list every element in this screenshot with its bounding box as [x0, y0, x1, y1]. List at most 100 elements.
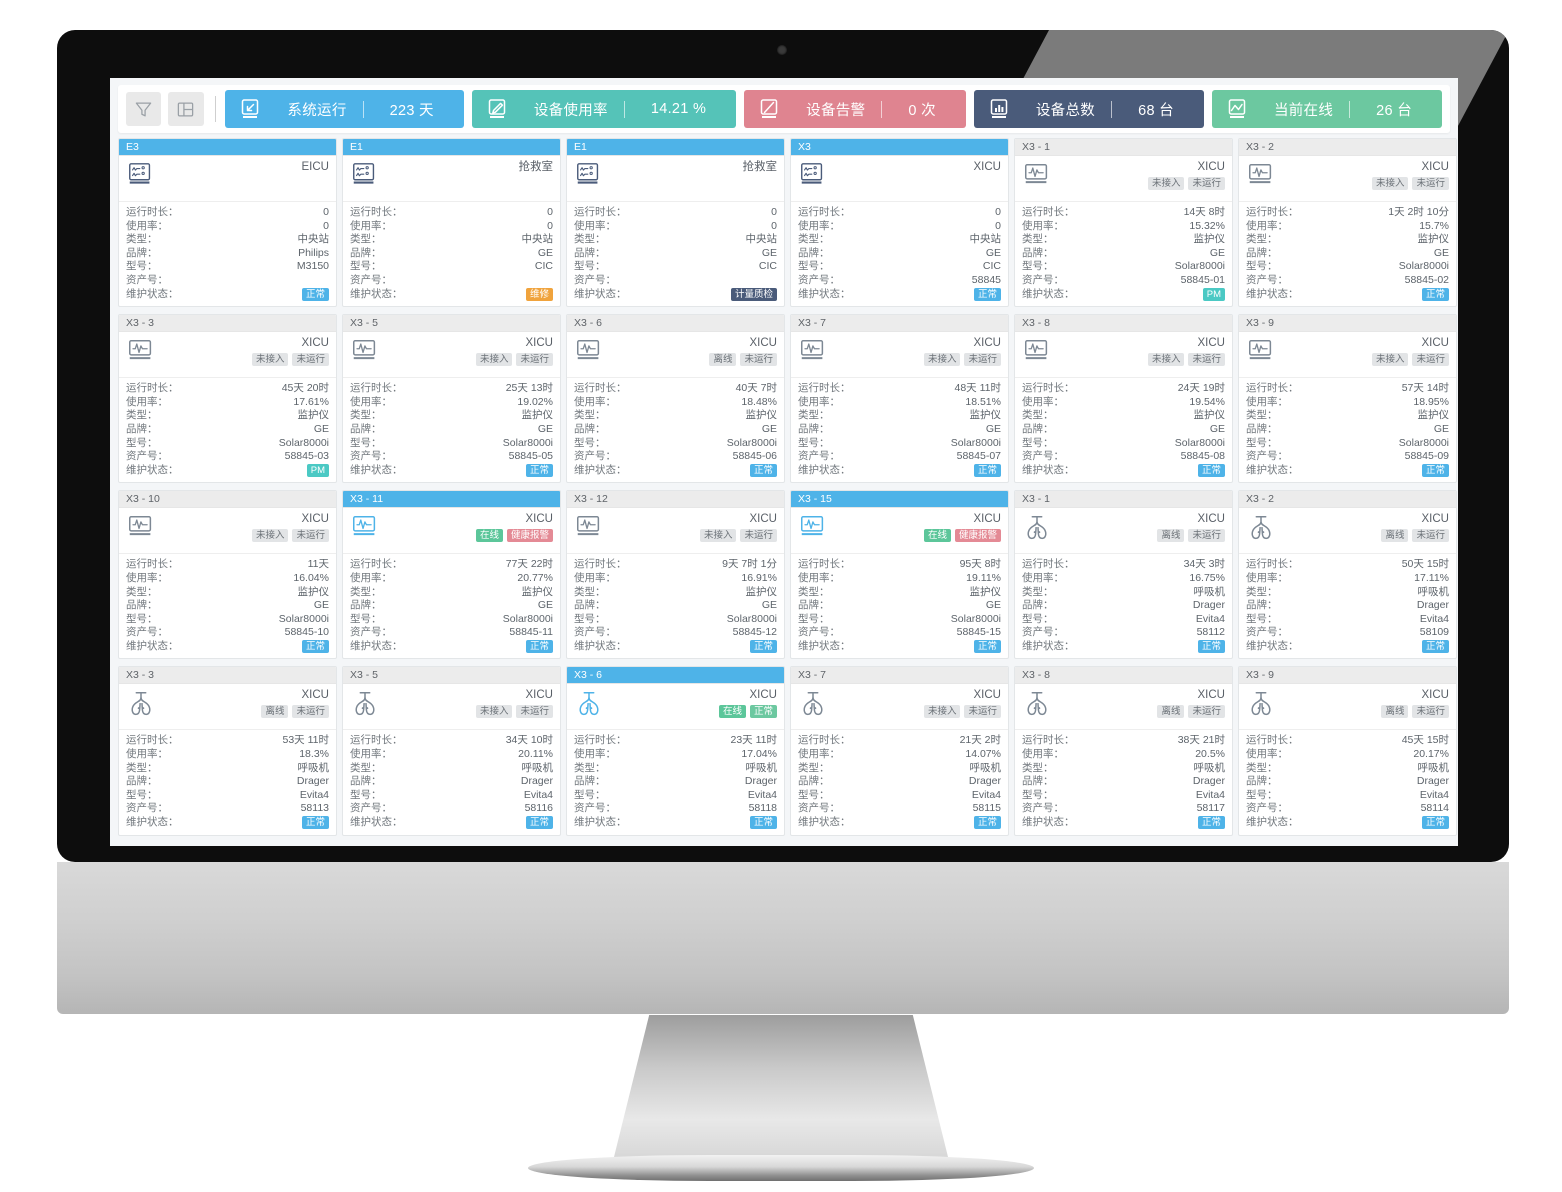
status-tags: 离线 未运行 — [1157, 705, 1225, 719]
detail-runtime: 运行时长： 21天 2时 — [798, 734, 1001, 748]
card-title: X3 - 9 — [1239, 667, 1456, 685]
field-value: 11天 — [307, 558, 329, 571]
field-label: 型号： — [1022, 612, 1054, 625]
device-card[interactable]: X3 - 3 XICU 未接入 未运行 运行时长： 45天 20时 使用率： 17.61% 类型… — [118, 314, 337, 484]
alert-screen-icon — [760, 99, 778, 118]
card-header-area: XICU 未接入 未运行 — [791, 332, 1008, 379]
detail-usage: 使用率： 16.75% — [1022, 572, 1225, 586]
maintenance-badge: 正常 — [301, 816, 329, 830]
card-header-area: XICU 未接入 未运行 — [119, 332, 336, 379]
monitor-icon — [350, 513, 380, 543]
detail-brand: 品牌： Philips — [126, 247, 329, 261]
device-card[interactable]: X3 - 9 XICU 离线 未运行 运行时长： 45天 15时 使用率： 20.17% 类型：… — [1238, 666, 1457, 836]
device-card[interactable]: E1 抢救室 运行时长： 0 使用率： 0 类型： 中央站 品牌： GE 型号： CIC 资产号： 维护状… — [342, 138, 561, 308]
status-tags: 未接入 未运行 — [1147, 177, 1225, 190]
device-card[interactable]: X3 - 2 XICU 未接入 未运行 运行时长： 1天 2时 10分 使用率： 15.7% 类… — [1238, 138, 1457, 308]
layout-button[interactable] — [168, 92, 204, 126]
detail-model: 型号： Solar8000i — [1022, 260, 1225, 274]
monitor-icon — [577, 340, 600, 360]
field-label: 型号： — [1022, 436, 1054, 449]
device-card[interactable]: E1 抢救室 运行时长： 0 使用率： 0 类型： 中央站 品牌： GE 型号： CIC 资产号： 维护状… — [566, 138, 785, 308]
department-label: XICU — [1197, 689, 1225, 702]
field-value: 53天 11时 — [282, 734, 330, 747]
device-card[interactable]: X3 - 10 XICU 未接入 未运行 运行时长： 11天 使用率： 16.04% 类型： 监护… — [118, 490, 337, 660]
field-label: 使用率： — [126, 571, 168, 584]
field-label: 型号： — [126, 788, 158, 801]
field-value: 25天 13时 — [505, 382, 553, 395]
device-card[interactable]: X3 - 7 XICU 未接入 未运行 运行时长： 48天 11时 使用率： 18.51% 类型… — [790, 314, 1009, 484]
device-card[interactable]: X3 - 8 XICU 离线 未运行 运行时长： 38天 21时 使用率： 20.5% 类型： 呼… — [1014, 666, 1233, 836]
detail-usage: 使用率： 17.04% — [574, 748, 777, 762]
field-label: 使用率： — [1246, 748, 1288, 761]
field-value: 监护仪 — [1193, 409, 1226, 422]
device-card[interactable]: X3 - 8 XICU 未接入 未运行 运行时长： 24天 19时 使用率： 19.54% 类型… — [1014, 314, 1233, 484]
detail-usage: 使用率： 0 — [350, 220, 553, 234]
field-value: 18.51% — [965, 395, 1001, 408]
device-card[interactable]: E3 EICU 运行时长： 0 使用率： 0 类型： 中央站 品牌： Philips 型号： M315… — [118, 138, 337, 308]
department-label: EICU — [301, 161, 329, 173]
central-station-icon — [126, 161, 156, 191]
top-toolbar: 系统运行 223 天 设备使用率 14.21 % 设备告警 0 次 设备总数 68 台 当前在线… — [118, 85, 1450, 133]
device-card[interactable]: X3 - 2 XICU 离线 未运行 运行时长： 50天 15时 使用率： 17.11% 类型：… — [1238, 490, 1457, 660]
field-label: 资产号： — [574, 802, 616, 815]
detail-model: 型号： Solar8000i — [126, 437, 329, 451]
detail-runtime: 运行时长： 77天 22时 — [350, 558, 553, 572]
status-tags: 未接入 未运行 — [1147, 353, 1225, 367]
field-value: 58845-09 — [1404, 450, 1449, 463]
device-card[interactable]: X3 - 7 XICU 未接入 未运行 运行时长： 21天 2时 使用率： 14.07% 类型：… — [790, 666, 1009, 836]
field-label: 使用率： — [798, 395, 840, 408]
monitor-arrow-icon — [242, 99, 259, 118]
kpi-1[interactable]: 系统运行 223 天 — [225, 90, 464, 128]
field-label: 使用率： — [1246, 571, 1288, 584]
field-label: 维护状态： — [126, 287, 179, 300]
detail-maintenance: 维护状态： 正常 — [1022, 464, 1225, 478]
status-badge: 未接入 — [475, 705, 513, 719]
detail-usage: 使用率： 18.95% — [1246, 396, 1449, 410]
filter-button[interactable] — [126, 92, 162, 126]
card-details: 运行时长： 0 使用率： 0 类型： 中央站 品牌： GE 型号： CIC 资产号： 维护状态： 计量质… — [567, 202, 784, 306]
card-header-area: XICU 在线 健康报警 — [791, 508, 1008, 555]
field-label: 品牌： — [798, 599, 830, 612]
field-value: 监护仪 — [297, 585, 330, 598]
device-card[interactable]: X3 - 6 XICU 离线 未运行 运行时长： 40天 7时 使用率： 18.48% 类型： 监… — [566, 314, 785, 484]
device-card[interactable]: X3 - 11 XICU 在线 健康报警 运行时长： 77天 22时 使用率： 20.77% 类… — [342, 490, 561, 660]
device-card[interactable]: X3 - 3 XICU 离线 未运行 运行时长： 53天 11时 使用率： 18.3% 类型： 呼… — [118, 666, 337, 836]
card-title: X3 - 7 — [791, 667, 1008, 685]
maintenance-badge: 正常 — [301, 640, 329, 654]
detail-brand: 品牌： Drager — [1022, 775, 1225, 789]
status-badge: 未运行 — [292, 705, 329, 719]
central-station-icon — [577, 163, 599, 184]
kpi-5[interactable]: 当前在线 26 台 — [1211, 90, 1442, 128]
detail-brand: 品牌： GE — [798, 599, 1001, 613]
field-label: 使用率： — [350, 748, 392, 761]
status-tags: 未接入 未运行 — [475, 705, 553, 719]
device-card[interactable]: X3 - 1 XICU 离线 未运行 运行时长： 34天 3时 使用率： 16.75% 类型： 呼… — [1014, 490, 1233, 660]
device-card[interactable]: X3 - 15 XICU 在线 健康报警 运行时长： 95天 8时 使用率： 19.11% 类型… — [790, 490, 1009, 660]
status-badge: 未接入 — [1147, 177, 1185, 190]
card-title: X3 - 8 — [1015, 667, 1232, 685]
device-card[interactable]: X3 - 5 XICU 未接入 未运行 运行时长： 34天 10时 使用率： 20.11% 类型… — [342, 666, 561, 836]
field-label: 品牌： — [798, 422, 830, 435]
device-card[interactable]: X3 - 1 XICU 未接入 未运行 运行时长： 14天 8时 使用率： 15.32% 类型：… — [1014, 138, 1233, 308]
detail-asset: 资产号： 58845-12 — [574, 626, 777, 640]
device-card[interactable]: X3 - 6 XICU 在线 正常 运行时长： 23天 11时 使用率： 17.04% 类型：呼… — [566, 666, 785, 836]
detail-type: 类型： 中央站 — [574, 233, 777, 247]
kpi-4[interactable]: 设备总数 68 台 — [973, 90, 1204, 128]
detail-asset: 资产号： 58845-11 — [350, 626, 553, 640]
device-card[interactable]: X3 - 5 XICU 未接入 未运行 运行时长： 25天 13时 使用率： 19.02% 类型… — [342, 314, 561, 484]
detail-runtime: 运行时长： 0 — [574, 206, 777, 220]
field-value: 监护仪 — [1417, 233, 1450, 246]
field-value: Solar8000i — [502, 436, 553, 449]
field-value: Evita4 — [1419, 788, 1449, 801]
detail-runtime: 运行时长： 45天 15时 — [1246, 734, 1449, 748]
field-value: CIC — [982, 260, 1001, 273]
field-label: 运行时长： — [350, 206, 403, 218]
kpi-2[interactable]: 设备使用率 14.21 % — [471, 90, 737, 128]
device-card[interactable]: X3 - 9 XICU 未接入 未运行 运行时长： 57天 14时 使用率： 18.95% 类型… — [1238, 314, 1457, 484]
device-card[interactable]: X3 - 12 XICU 未接入 未运行 运行时长： 9天 7时 1分 使用率： 16.91%… — [566, 490, 785, 660]
device-card[interactable]: X3 XICU 运行时长： 0 使用率： 0 类型： 中央站 品牌： GE 型号： CIC 资产号： 58… — [790, 138, 1009, 308]
field-label: 类型： — [126, 409, 158, 422]
field-label: 品牌： — [350, 599, 382, 612]
card-details: 运行时长： 45天 15时 使用率： 20.17% 类型： 呼吸机 品牌： Drager 型号：… — [1239, 730, 1456, 834]
kpi-3[interactable]: 设备告警 0 次 — [744, 90, 966, 128]
